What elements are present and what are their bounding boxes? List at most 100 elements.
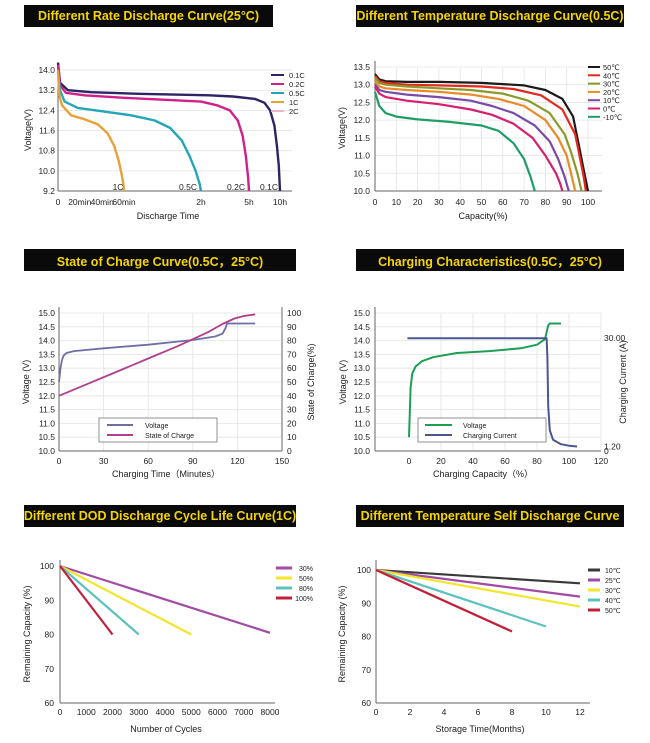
series-line xyxy=(375,568,581,585)
x-tick-label: 40min xyxy=(91,197,114,207)
y-tick-label: 80 xyxy=(362,632,372,642)
series-line xyxy=(374,73,590,192)
x-tick-label: 100 xyxy=(562,456,576,466)
y-tick-label: 60 xyxy=(362,698,372,708)
x-tick-label: 10 xyxy=(392,197,402,207)
y-right-tick-label: 10 xyxy=(287,432,297,442)
x-tick-label: 0 xyxy=(374,707,379,717)
y-tick-label: 13.5 xyxy=(38,349,55,359)
series-line xyxy=(59,565,192,636)
x-tick-label: 6 xyxy=(476,707,481,717)
series-line xyxy=(59,565,140,636)
legend-label: 10℃ xyxy=(605,568,621,575)
x-tick-label: 10h xyxy=(273,197,287,207)
series-line xyxy=(407,337,578,448)
y-tick-label: 15.0 xyxy=(353,308,370,318)
x-tick-label: 80 xyxy=(532,456,542,466)
series-line xyxy=(56,64,251,192)
x-tick-label: 60 xyxy=(143,456,153,466)
y-tick-label: 100 xyxy=(357,565,371,575)
y-tick-label: 90 xyxy=(362,598,372,608)
y-right-tick-label: 70 xyxy=(287,349,297,359)
y-tick-label: 11.0 xyxy=(354,151,370,161)
series-line xyxy=(375,568,581,608)
y-tick-label: 14.0 xyxy=(38,336,55,346)
x-axis-label: Number of Cycles xyxy=(130,724,202,734)
series-line xyxy=(374,85,564,192)
series-line xyxy=(58,313,256,397)
x-tick-label: 0 xyxy=(58,707,63,717)
legend-label: State of Charge xyxy=(145,433,194,440)
x-tick-label: 4 xyxy=(442,707,447,717)
chart-title: Different Rate Discharge Curve(25°C) xyxy=(24,5,273,27)
x-tick-label: 90 xyxy=(188,456,198,466)
y-tick-label: 12.0 xyxy=(353,115,370,125)
x-tick-label: 1000 xyxy=(77,707,96,717)
x-tick-label: 0 xyxy=(56,197,61,207)
curve-annotation: 1C xyxy=(113,182,124,192)
series-line xyxy=(59,564,271,634)
legend-box xyxy=(98,417,218,443)
y-right-tick-label: 1.20 xyxy=(604,441,621,451)
x-tick-label: 20 xyxy=(413,197,423,207)
y-tick-label: 15.0 xyxy=(38,308,55,318)
x-axis-label: Charging Capacity（%） xyxy=(433,469,533,479)
legend-label: 30℃ xyxy=(603,80,620,89)
y-axis-label: Charging Current (A) xyxy=(618,340,628,424)
y-right-tick-label: 30.00 xyxy=(604,333,626,343)
x-tick-label: 50 xyxy=(477,197,487,207)
series-line xyxy=(56,70,126,192)
x-tick-label: 30 xyxy=(99,456,109,466)
y-right-tick-label: 40 xyxy=(287,391,297,401)
x-tick-label: 20 xyxy=(436,456,446,466)
legend-label: 80% xyxy=(299,586,313,593)
legend-label: 0.1C xyxy=(289,71,305,80)
x-tick-label: 100 xyxy=(581,197,595,207)
series-line xyxy=(58,322,256,383)
y-right-tick-label: 100 xyxy=(287,308,301,318)
x-axis-label: Storage Time(Months) xyxy=(435,724,524,734)
legend-label: 50℃ xyxy=(605,608,621,615)
x-tick-label: 12 xyxy=(575,707,585,717)
chart-title: Charging Characteristics(0.5C，25°C) xyxy=(356,249,624,271)
x-tick-label: 6000 xyxy=(208,707,227,717)
chart-title: State of Charge Curve(0.5C，25°C) xyxy=(24,249,296,271)
y-tick-label: 13.5 xyxy=(353,62,370,72)
legend-label: 50% xyxy=(299,576,313,583)
y-tick-label: 90 xyxy=(45,595,55,605)
y-tick-label: 14.0 xyxy=(38,65,55,75)
series-line xyxy=(374,75,587,192)
x-tick-label: 90 xyxy=(562,197,572,207)
y-tick-label: 11.5 xyxy=(39,405,55,415)
x-tick-label: 2000 xyxy=(103,707,122,717)
y-tick-label: 13.0 xyxy=(353,363,370,373)
legend-label: Voltage xyxy=(145,423,168,430)
x-tick-label: 30 xyxy=(434,197,444,207)
x-tick-label: 8000 xyxy=(261,707,280,717)
y-tick-label: 10.5 xyxy=(38,432,55,442)
y-axis-label: Voltage (V) xyxy=(21,360,31,405)
curve-annotation: 0.2C xyxy=(227,182,245,192)
y-right-tick-label: 50 xyxy=(287,377,297,387)
y-tick-label: 100 xyxy=(40,561,54,571)
y-right-tick-label: 60 xyxy=(287,363,297,373)
legend-label: -10℃ xyxy=(603,113,622,122)
y-tick-label: 80 xyxy=(45,630,55,640)
y-tick-label: 10.0 xyxy=(38,446,55,456)
legend-label: 50℃ xyxy=(603,63,620,72)
y-right-tick-label: 20 xyxy=(287,418,297,428)
chart-title: Different Temperature Self Discharge Cur… xyxy=(356,505,624,527)
x-tick-label: 0 xyxy=(57,456,62,466)
x-tick-label: 3000 xyxy=(129,707,148,717)
series-line xyxy=(375,568,513,633)
y-tick-label: 10.0 xyxy=(353,186,370,196)
x-tick-label: 40 xyxy=(455,197,465,207)
legend-label: 40℃ xyxy=(605,598,621,605)
y-axis-label: Voltage (V) xyxy=(338,360,348,405)
y-tick-label: 11.6 xyxy=(39,126,55,136)
legend-label: 40℃ xyxy=(603,71,620,80)
series-line xyxy=(374,84,570,192)
